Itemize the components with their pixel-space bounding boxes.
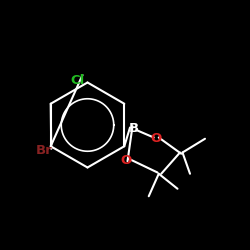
Text: B: B — [129, 122, 139, 135]
Text: Br: Br — [36, 144, 52, 156]
Text: O: O — [150, 132, 162, 145]
Text: Cl: Cl — [70, 74, 85, 86]
Text: O: O — [120, 154, 132, 166]
